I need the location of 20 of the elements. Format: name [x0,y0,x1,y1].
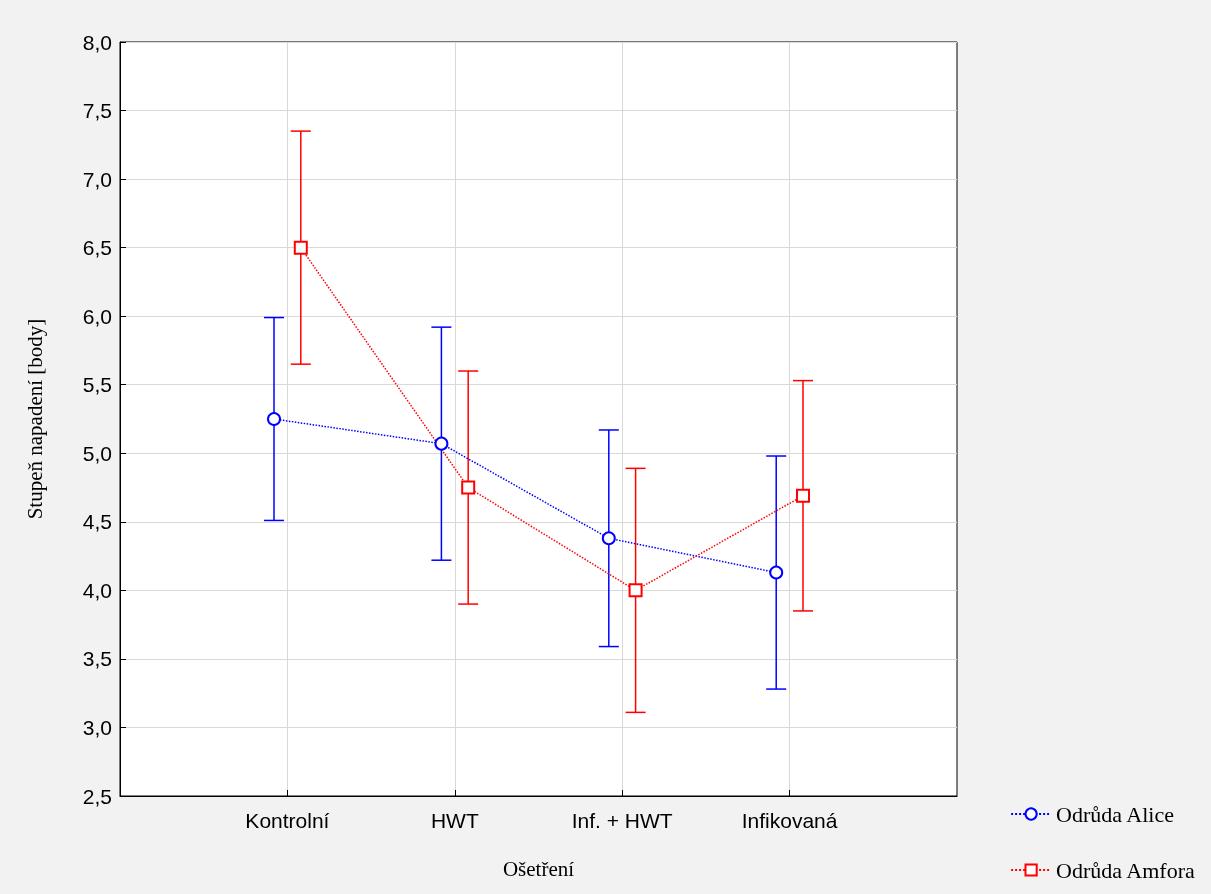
y-tick-label: 4,0 [82,578,112,602]
y-tick-label: 7,5 [82,99,112,123]
y-tick-label: 3,0 [82,715,112,739]
y-tick-label: 7,0 [82,167,112,191]
y-tick-label: 6,5 [82,236,112,260]
x-axis-title: Ošetření [502,856,575,881]
x-tick-label: Infikovaná [741,809,838,832]
y-tick-label: 6,0 [82,304,112,328]
y-tick-label: 2,5 [82,784,112,808]
y-tick-label: 5,5 [82,373,112,397]
x-tick-label: Inf. + HWT [571,809,673,832]
y-tick-label: 4,5 [82,510,112,534]
y-tick-label: 8,0 [82,30,112,54]
legend-label: Odrůda Alice [1056,801,1175,827]
y-tick-label: 3,5 [82,647,112,671]
x-tick-label: Kontrolní [245,809,330,832]
legend-label: Odrůda Amfora [1056,857,1196,883]
y-tick-label: 5,0 [82,441,112,465]
y-axis-title: Stupeň napadení [body] [22,318,47,520]
x-tick-label: HWT [430,809,479,832]
